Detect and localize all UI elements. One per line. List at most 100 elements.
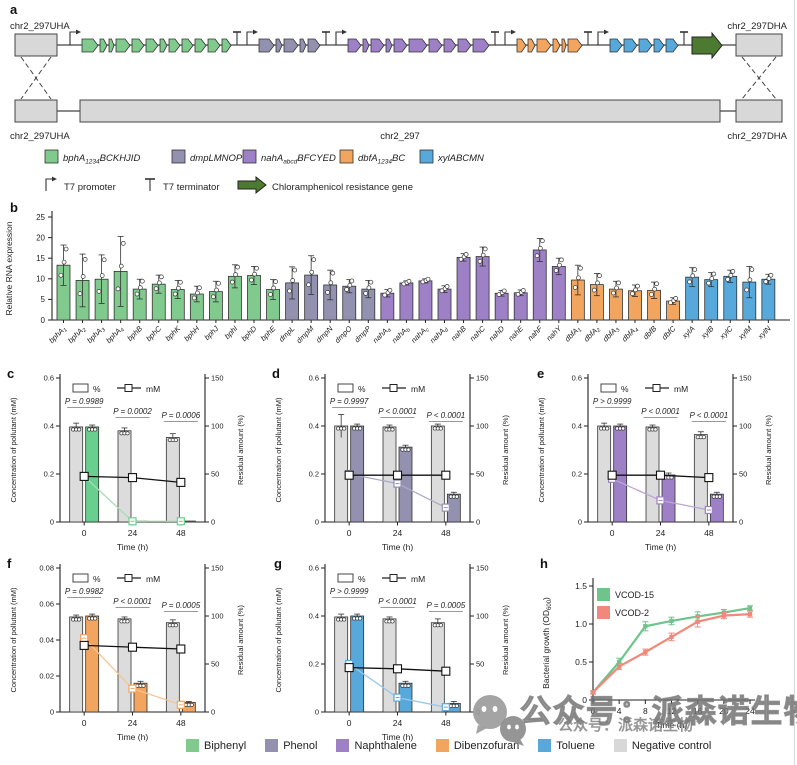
- panel-a-gene-map-diagram: chr2_297UHA chr2_297DHA chr2_297UHA chr2_29…: [10, 21, 788, 195]
- gene-arrow-bph: [207, 38, 221, 53]
- t7-promoter-icon: [45, 178, 52, 191]
- svg-text:50: 50: [739, 470, 747, 479]
- svg-text:xylM: xylM: [736, 324, 755, 343]
- svg-text:0.02: 0.02: [39, 672, 54, 681]
- svg-text:dbfB: dbfB: [641, 324, 658, 341]
- svg-text:0: 0: [315, 518, 319, 527]
- svg-text:48: 48: [176, 718, 186, 728]
- cm-resistance-gene-arrow: [691, 31, 723, 60]
- gene-arrow-dbf: [516, 38, 527, 53]
- svg-text:0: 0: [211, 518, 215, 527]
- gene-arrow-bph: [181, 38, 194, 53]
- svg-text:P < 0.0001: P < 0.0001: [641, 407, 680, 416]
- gene-arrow-xyl: [609, 38, 623, 53]
- svg-text:48: 48: [441, 718, 451, 728]
- gene-arrow-dmp: [275, 38, 283, 53]
- legend-item-toluene: Toluene: [538, 739, 595, 752]
- panel-b-label: b: [10, 200, 18, 215]
- legend-item-dibenzofuran: Dibenzofuran: [435, 739, 519, 752]
- svg-text:16: 16: [693, 706, 703, 716]
- svg-text:24: 24: [128, 718, 138, 728]
- svg-text:T7 promoter: T7 promoter: [64, 182, 116, 193]
- panel-g-toluene-chart: 0 0.2 0.4 0.6 0 50 100 150 Concentration of poll…: [274, 564, 510, 742]
- svg-text:0: 0: [315, 708, 319, 717]
- svg-text:chr2_297UHA: chr2_297UHA: [10, 21, 70, 32]
- svg-text:dbfA3: dbfA3: [601, 323, 622, 344]
- svg-text:dbfC: dbfC: [660, 324, 678, 342]
- svg-text:nahAb: nahAb: [390, 324, 412, 346]
- svg-text:nahE: nahE: [506, 323, 525, 342]
- dual-axis-chart-biphenyl: 0 0.2 0.4 0.6 0 50 100 150 Concentration of poll…: [9, 374, 245, 552]
- svg-text:0: 0: [476, 518, 480, 527]
- gene-arrow-bph: [108, 38, 115, 53]
- svg-text:0.2: 0.2: [44, 470, 54, 479]
- panel-e-label: e: [537, 366, 545, 381]
- svg-text:mM: mM: [146, 574, 160, 584]
- svg-text:Concentration of pollutant (mM: Concentration of pollutant (mM): [537, 397, 546, 503]
- legend-open-bar: [337, 383, 354, 393]
- svg-text:5: 5: [41, 295, 46, 304]
- svg-text:24: 24: [393, 718, 403, 728]
- bar: [399, 282, 414, 321]
- gene-arrow-bph: [81, 38, 99, 53]
- legend-swatch: [242, 149, 257, 164]
- pollutant-legend: Biphenyl Phenol Naphthalene Dibenzofuran Tol…: [186, 739, 711, 752]
- gene-arrow-bph: [145, 38, 159, 53]
- svg-text:P = 0.9989: P = 0.9989: [65, 397, 104, 406]
- gene-arrow-bph: [131, 38, 145, 53]
- bar: [437, 288, 452, 321]
- bar: [456, 256, 471, 321]
- t7-promoter-icon: [504, 31, 511, 45]
- svg-text:Time (h): Time (h): [382, 542, 413, 552]
- t7-promoter-icon: [69, 31, 76, 45]
- gene-arrow-bph: [194, 38, 207, 53]
- panel-a-label: a: [10, 2, 18, 17]
- bar: [494, 292, 509, 321]
- gene-arrow-dbf: [552, 38, 561, 53]
- gene-arrow-dmp: [307, 38, 321, 53]
- svg-text:P < 0.0001: P < 0.0001: [378, 597, 417, 606]
- legend-swatch: [419, 149, 434, 164]
- bar: [513, 292, 528, 321]
- legend-label: Negative control: [631, 739, 712, 752]
- panel-e-naphthalene-chart: 0 0.2 0.4 0.6 0 50 100 150 Concentration of poll…: [537, 374, 773, 552]
- svg-text:xylC: xylC: [717, 324, 735, 342]
- panel-c-biphenyl-chart: 0 0.2 0.4 0.6 0 50 100 150 Concentration of poll…: [9, 374, 245, 552]
- svg-text:0: 0: [610, 528, 615, 538]
- panel-f-label: f: [7, 556, 12, 571]
- gene-arrow-xyl: [638, 38, 653, 53]
- svg-text:1.5: 1.5: [575, 581, 587, 591]
- panel-d-label: d: [272, 366, 280, 381]
- svg-text:Time (h): Time (h): [645, 542, 676, 552]
- svg-text:bphJ: bphJ: [202, 324, 220, 342]
- svg-text:nahY: nahY: [544, 323, 563, 342]
- svg-text:0: 0: [41, 316, 46, 325]
- svg-text:0: 0: [476, 708, 480, 717]
- svg-text:0: 0: [50, 708, 54, 717]
- svg-text:dbfA1: dbfA1: [563, 324, 584, 345]
- legend-item-negative-control: Negative control: [613, 739, 712, 752]
- svg-text:0.4: 0.4: [572, 422, 582, 431]
- svg-text:nahAabcdBFCYED: nahAabcdBFCYED: [261, 153, 336, 166]
- gene-arrow-nah: [393, 38, 408, 53]
- svg-text:24: 24: [393, 528, 403, 538]
- svg-text:bphI: bphI: [223, 324, 240, 341]
- t7-promoter-icon: [597, 31, 604, 45]
- legend-color-swatch: [538, 739, 552, 752]
- svg-text:10: 10: [36, 275, 45, 284]
- gene-arrow-dbf: [561, 38, 567, 53]
- legend-label: Phenol: [283, 739, 318, 752]
- svg-text:P > 0.9999: P > 0.9999: [330, 587, 369, 596]
- svg-text:%: %: [93, 384, 101, 394]
- legend-swatch-VCOD-2: [597, 606, 610, 619]
- svg-text:20: 20: [719, 706, 729, 716]
- svg-text:0: 0: [347, 528, 352, 538]
- gene-arrow-nah: [385, 38, 393, 53]
- svg-text:150: 150: [476, 564, 489, 573]
- svg-text:50: 50: [211, 470, 219, 479]
- control-bar: [117, 618, 132, 713]
- gene-arrow-bph: [221, 38, 232, 53]
- svg-text:dbfA1234BC: dbfA1234BC: [358, 153, 405, 166]
